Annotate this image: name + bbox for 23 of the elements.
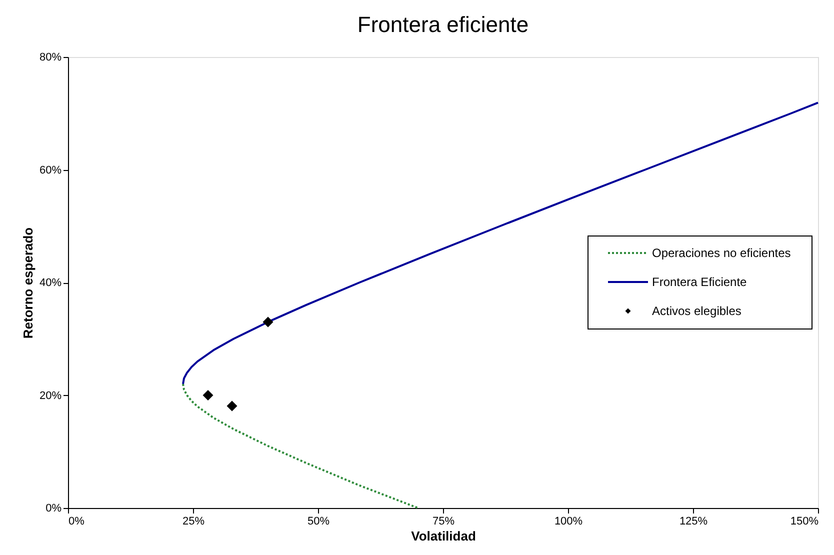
- y-tick-label: 40%: [39, 277, 62, 289]
- y-axis-title: Retorno esperado: [20, 227, 36, 339]
- legend-label: Activos elegibles: [652, 304, 742, 318]
- point: [226, 400, 238, 412]
- line-series: [182, 102, 819, 385]
- y-tick-label: 20%: [39, 390, 62, 402]
- chart-title: Frontera eficiente: [357, 12, 529, 37]
- y-tick-label: 60%: [39, 164, 62, 176]
- x-axis-title: Volatilidad: [411, 528, 476, 544]
- x-tick-label: 25%: [182, 516, 205, 528]
- x-tick-label: 125%: [679, 516, 708, 528]
- y-tick-label: 80%: [39, 52, 62, 64]
- y-tick-label: 0%: [46, 502, 62, 514]
- point: [262, 316, 274, 328]
- x-tick-label: 0%: [68, 516, 85, 528]
- x-tick-label: 75%: [432, 516, 455, 528]
- legend-label: Operaciones no eficientes: [652, 246, 791, 260]
- legend-label: Frontera Eficiente: [652, 275, 748, 289]
- point: [202, 390, 214, 400]
- line-series: [182, 382, 419, 509]
- x-tick-label: 150%: [790, 516, 819, 528]
- x-tick-label: 50%: [307, 516, 330, 528]
- x-tick-label: 100%: [554, 516, 583, 528]
